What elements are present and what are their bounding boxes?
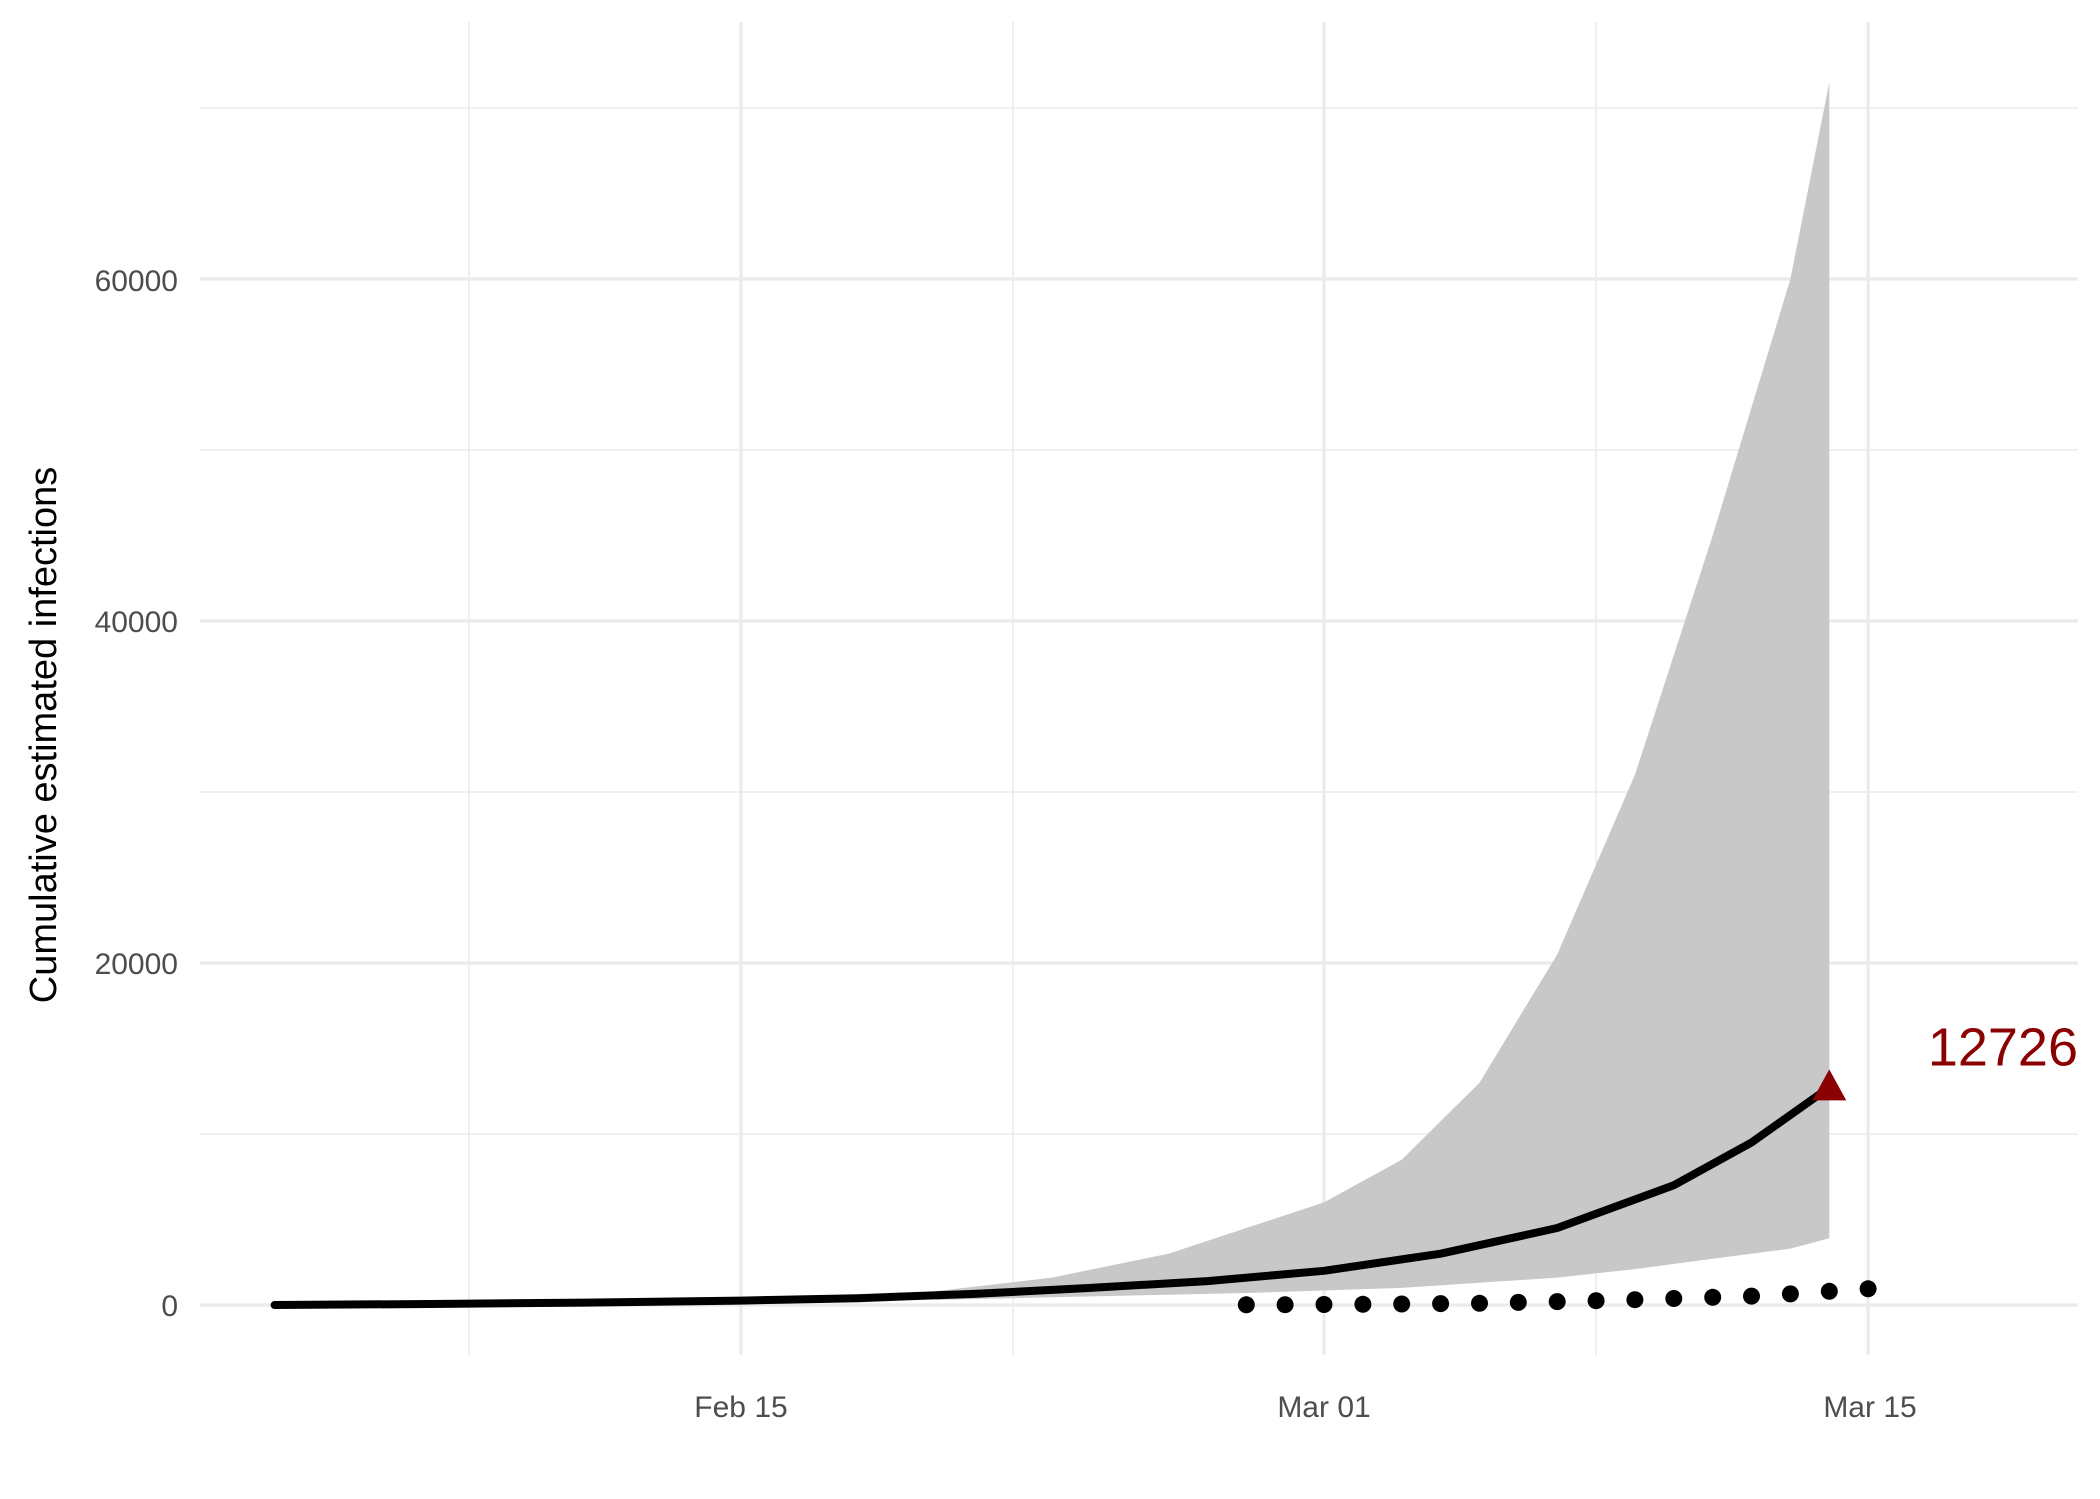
end-value-annotation: 12726	[1928, 1017, 2078, 1077]
y-tick-label: 20000	[95, 948, 178, 981]
observed-point	[1704, 1288, 1722, 1306]
observed-point	[1781, 1285, 1799, 1303]
x-tick-label: Feb 15	[694, 1391, 787, 1424]
observed-point	[1432, 1295, 1450, 1313]
observed-point	[1276, 1296, 1294, 1314]
confidence-ribbon	[935, 82, 1830, 1300]
y-tick-label: 0	[161, 1290, 178, 1323]
observed-point	[1393, 1295, 1411, 1313]
x-axis-ticks: Feb 15 Mar 01 Mar 15	[694, 1391, 1916, 1424]
x-tick-label: Mar 15	[1823, 1391, 1916, 1424]
observed-point	[1626, 1291, 1644, 1309]
x-tick-label: Mar 01	[1277, 1391, 1370, 1424]
observed-point	[1471, 1294, 1488, 1312]
y-tick-label: 60000	[95, 265, 178, 298]
observed-point	[1509, 1293, 1527, 1311]
observed-point	[1859, 1280, 1877, 1298]
observed-point	[1743, 1287, 1760, 1305]
end-triangle-marker	[1812, 1069, 1847, 1101]
observed-point	[1354, 1295, 1372, 1313]
estimated-infections-line	[270, 1083, 1834, 1309]
observed-point	[1237, 1296, 1255, 1314]
y-tick-label: 40000	[95, 606, 178, 639]
observed-point	[1665, 1290, 1683, 1307]
observed-cases-points	[1237, 1280, 1877, 1314]
observed-point	[1820, 1282, 1838, 1300]
observed-point	[1587, 1292, 1605, 1310]
y-axis-ticks: 0 20000 40000 60000	[95, 265, 178, 1323]
observed-point	[1548, 1293, 1566, 1311]
y-axis-title: Cumulative estimated infections	[23, 467, 65, 1003]
observed-point	[1315, 1296, 1333, 1313]
